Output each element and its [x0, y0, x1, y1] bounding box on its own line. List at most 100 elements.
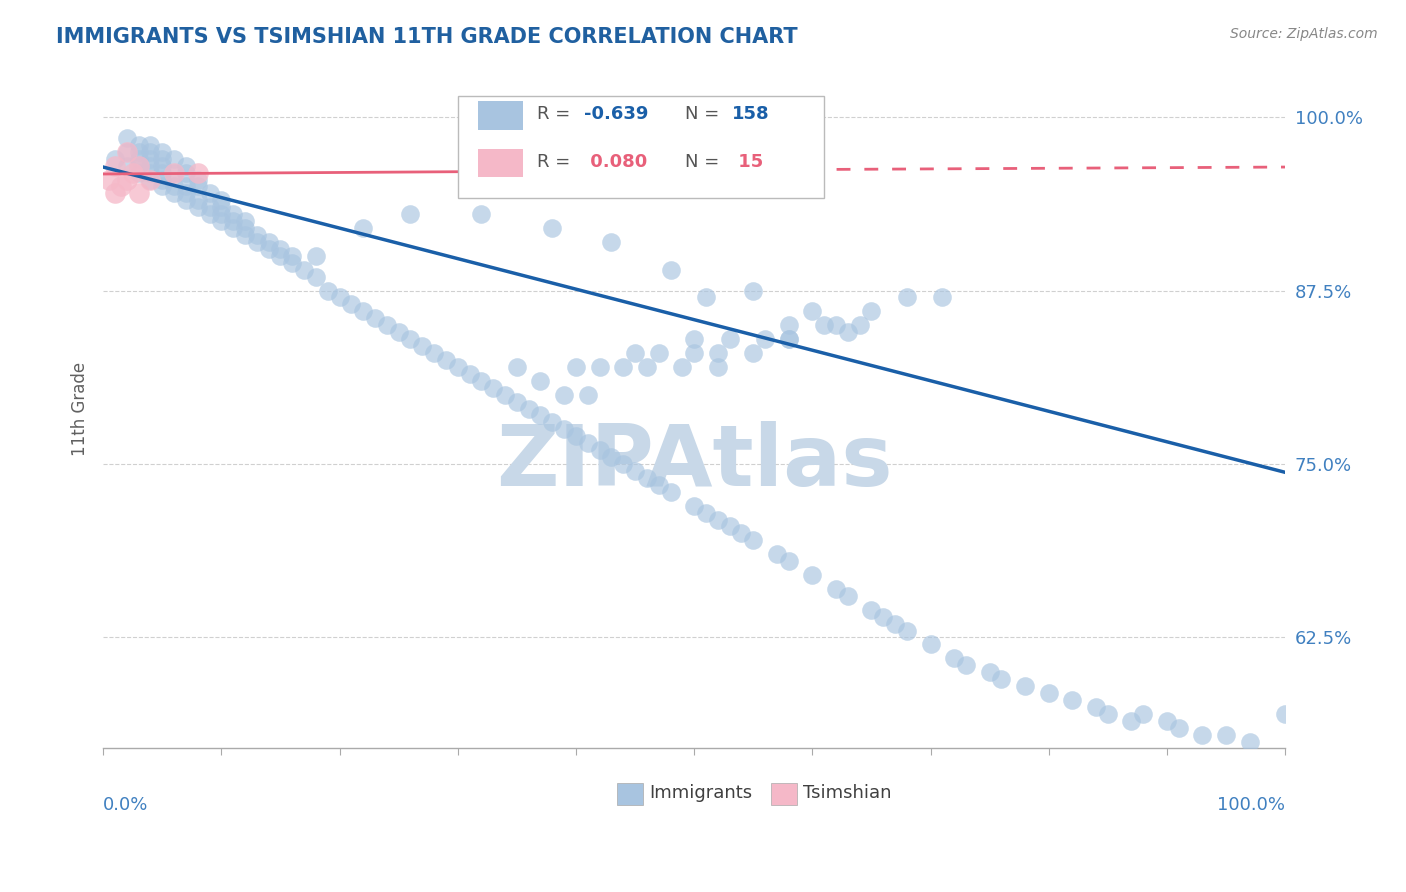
Point — [848, 318, 870, 333]
Point — [233, 227, 256, 242]
Point — [104, 186, 127, 201]
Point — [139, 165, 162, 179]
Point — [163, 179, 186, 194]
Point — [399, 207, 422, 221]
Point — [423, 346, 446, 360]
Point — [115, 172, 138, 186]
Point — [305, 249, 328, 263]
Point — [1167, 721, 1189, 735]
Point — [683, 346, 706, 360]
Point — [896, 624, 918, 638]
Point — [813, 318, 835, 333]
Point — [541, 416, 564, 430]
Text: Immigrants: Immigrants — [650, 784, 752, 802]
Point — [246, 227, 269, 242]
FancyBboxPatch shape — [458, 95, 824, 198]
Point — [305, 269, 328, 284]
Point — [600, 235, 623, 249]
Point — [920, 637, 942, 651]
Point — [529, 374, 551, 388]
Point — [1156, 714, 1178, 728]
Point — [517, 401, 540, 416]
Point — [683, 332, 706, 346]
Point — [1215, 728, 1237, 742]
Text: -0.639: -0.639 — [585, 105, 648, 123]
Text: R =: R = — [537, 105, 576, 123]
Point — [979, 665, 1001, 680]
Point — [163, 152, 186, 166]
Point — [482, 381, 505, 395]
Point — [104, 152, 127, 166]
Point — [340, 297, 363, 311]
Point — [115, 145, 138, 159]
Point — [328, 291, 350, 305]
Point — [742, 165, 765, 179]
Point — [565, 359, 588, 374]
Point — [150, 152, 173, 166]
Point — [671, 359, 693, 374]
Point — [150, 145, 173, 159]
Point — [884, 616, 907, 631]
Point — [104, 159, 127, 173]
Text: IMMIGRANTS VS TSIMSHIAN 11TH GRADE CORRELATION CHART: IMMIGRANTS VS TSIMSHIAN 11TH GRADE CORRE… — [56, 27, 797, 46]
Point — [233, 214, 256, 228]
Point — [128, 152, 150, 166]
Point — [576, 387, 599, 401]
Point — [257, 242, 280, 256]
Point — [187, 194, 209, 208]
Point — [128, 159, 150, 173]
Point — [198, 200, 221, 214]
Point — [174, 159, 197, 173]
Point — [600, 450, 623, 464]
Point — [695, 291, 717, 305]
Point — [434, 353, 457, 368]
Point — [292, 262, 315, 277]
Point — [778, 332, 800, 346]
Point — [128, 186, 150, 201]
Point — [115, 145, 138, 159]
Point — [174, 186, 197, 201]
Point — [411, 339, 433, 353]
Text: 0.080: 0.080 — [585, 153, 648, 170]
Point — [541, 221, 564, 235]
Point — [352, 304, 374, 318]
Point — [187, 172, 209, 186]
Point — [364, 311, 387, 326]
Point — [269, 249, 291, 263]
Text: N =: N = — [685, 105, 724, 123]
Y-axis label: 11th Grade: 11th Grade — [72, 361, 89, 456]
Point — [222, 221, 245, 235]
Point — [778, 332, 800, 346]
Point — [222, 214, 245, 228]
Point — [742, 346, 765, 360]
Point — [588, 443, 610, 458]
Point — [209, 200, 232, 214]
Point — [139, 159, 162, 173]
Point — [636, 471, 658, 485]
Point — [150, 172, 173, 186]
Point — [624, 346, 647, 360]
Point — [174, 179, 197, 194]
Point — [150, 165, 173, 179]
Point — [990, 672, 1012, 686]
Point — [222, 207, 245, 221]
Point — [1062, 693, 1084, 707]
Point — [707, 346, 730, 360]
Point — [128, 159, 150, 173]
Bar — [478, 101, 523, 129]
Point — [139, 152, 162, 166]
Point — [1038, 686, 1060, 700]
Point — [707, 512, 730, 526]
Point — [246, 235, 269, 249]
Point — [150, 159, 173, 173]
Point — [576, 436, 599, 450]
Point — [683, 499, 706, 513]
Point — [1085, 699, 1108, 714]
Point — [553, 387, 575, 401]
Bar — [770, 783, 797, 805]
Point — [281, 249, 304, 263]
Point — [896, 291, 918, 305]
Point — [163, 186, 186, 201]
Point — [470, 207, 492, 221]
Point — [837, 325, 859, 339]
